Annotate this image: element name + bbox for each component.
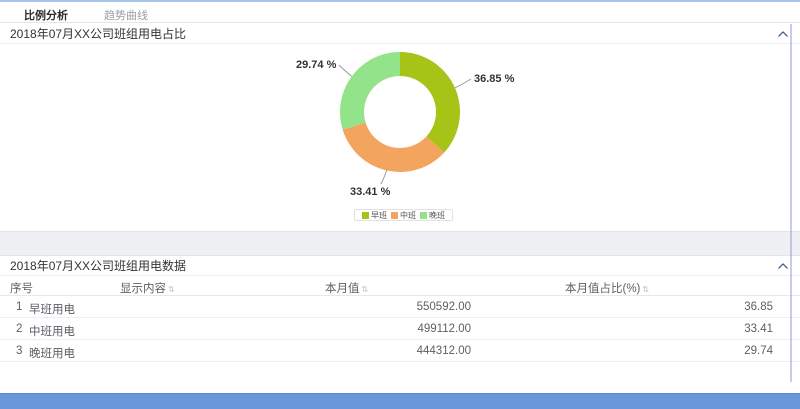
svg-text:29.74 %: 29.74 % [296,59,337,71]
svg-text:33.41 %: 33.41 % [350,186,391,198]
svg-text:36.85 %: 36.85 % [474,73,515,85]
